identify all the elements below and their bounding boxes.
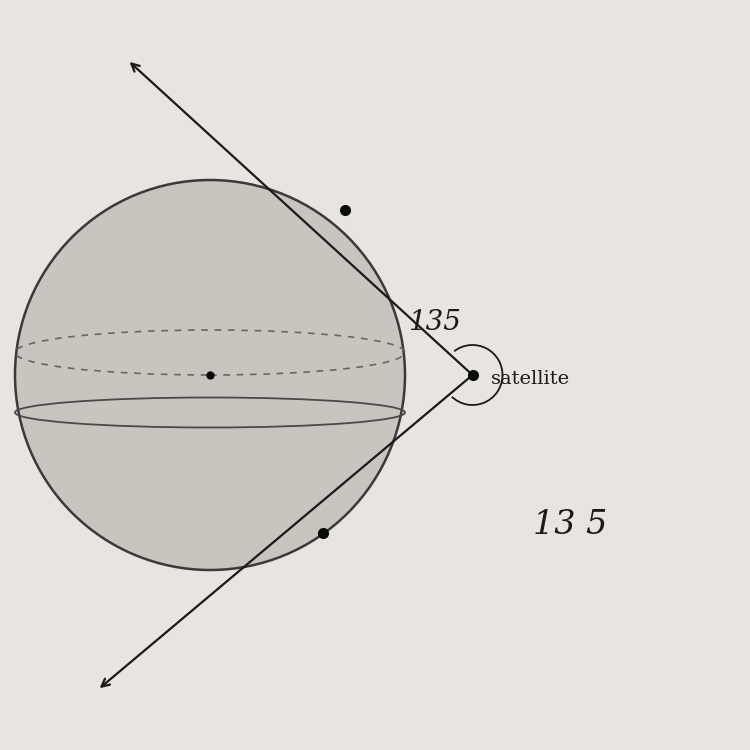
Text: satellite: satellite [491, 370, 570, 388]
Text: 13 5: 13 5 [532, 509, 608, 541]
Text: 135: 135 [409, 309, 461, 336]
Circle shape [15, 180, 405, 570]
